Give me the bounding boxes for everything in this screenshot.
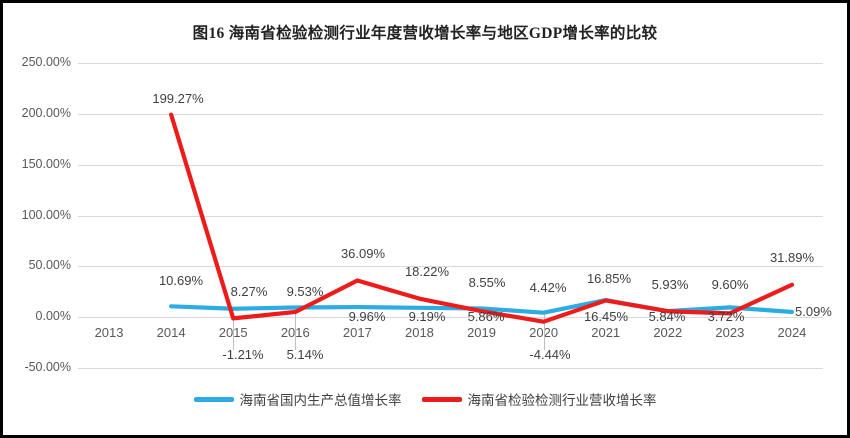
x-axis-tick-label: 2016 xyxy=(265,325,325,340)
data-point-label: 4.42% xyxy=(529,280,567,295)
legend-label: 海南省国内生产总值增长率 xyxy=(239,393,402,408)
legend-item[interactable]: 海南省国内生产总值增长率 xyxy=(193,389,402,409)
legend-label: 海南省检验检测行业营收增长率 xyxy=(467,393,657,408)
x-axis-labels: 2013 2014 20152016 2017 2018 2019 2020 2021 2022… xyxy=(78,314,823,354)
data-point-label: 16.85% xyxy=(586,271,632,286)
data-point-label: 5.14% xyxy=(286,347,324,362)
chart-legend: 海南省国内生产总值增长率 海南省检验检测行业营收增长率 xyxy=(3,389,847,409)
data-point-label: 8.27% xyxy=(230,284,268,299)
data-point-label: 9.60% xyxy=(711,277,749,292)
plot-area xyxy=(78,63,823,369)
data-point-label: 10.69% xyxy=(158,273,204,288)
series-lines xyxy=(169,112,795,324)
y-axis-tick-label: 0.00% xyxy=(35,309,71,324)
x-axis-tick-label: 2021 xyxy=(591,325,621,340)
x-axis-tick-label: 2019 xyxy=(467,325,496,340)
data-point-label: 16.45% xyxy=(583,309,629,324)
x-axis-tick-label: 2024 xyxy=(777,325,807,340)
legend-item[interactable]: 海南省检验检测行业营收增长率 xyxy=(421,389,657,409)
legend-color-swatch xyxy=(421,396,462,402)
x-axis-tick-mark xyxy=(233,314,235,350)
gridline xyxy=(78,113,823,115)
gridline xyxy=(78,164,823,166)
x-axis-tick-label: 2014 xyxy=(156,325,186,340)
data-point-label: 9.19% xyxy=(408,309,446,324)
data-point-label: 5.93% xyxy=(651,277,689,292)
data-point-label: 5.84% xyxy=(648,309,686,324)
x-axis-tick-label: 2018 xyxy=(404,325,434,340)
data-point-label: 3.72% xyxy=(707,309,745,324)
data-point-label: 31.89% xyxy=(769,250,815,265)
data-point-label: -4.44% xyxy=(529,347,571,362)
gridline xyxy=(78,63,823,64)
gridline xyxy=(78,368,823,369)
x-axis-tick-label: 2020 xyxy=(514,325,574,340)
data-point-label: 36.09% xyxy=(340,246,386,261)
data-point-label: 5.09% xyxy=(795,304,832,319)
chart-canvas: 图16 海南省检验检测行业年度营收增长率与地区GDP增长率的比较 250.00%… xyxy=(3,3,847,435)
y-axis-tick-label: 250.00% xyxy=(21,55,71,69)
chart-title: 图16 海南省检验检测行业年度营收增长率与地区GDP增长率的比较 xyxy=(192,25,658,42)
data-point-label: -1.21% xyxy=(222,347,264,362)
data-point-label: 199.27% xyxy=(152,91,204,106)
y-axis-tick-label: 200.00% xyxy=(21,105,71,120)
legend-color-swatch xyxy=(193,396,234,402)
y-axis-tick-label: 150.00% xyxy=(21,156,71,171)
data-point-label: 9.96% xyxy=(348,309,386,324)
x-axis-tick-label: 2015 xyxy=(203,325,263,340)
x-axis-tick-label: 2023 xyxy=(715,325,745,340)
series-line xyxy=(169,112,795,324)
y-axis-tick-label: 100.00% xyxy=(21,207,71,222)
x-axis-tick-mark xyxy=(543,314,545,350)
y-axis-tick-label: 50.00% xyxy=(28,258,71,273)
gridline xyxy=(78,266,823,268)
x-axis-tick-label: 2017 xyxy=(342,325,372,340)
gridline xyxy=(78,215,823,217)
data-point-label: 5.86% xyxy=(467,309,505,324)
x-axis-tick-mark xyxy=(295,314,297,350)
y-axis-labels: 250.00% 200.00% 150.00% 100.00% 50.00% 0.00% -… xyxy=(3,55,71,374)
y-axis-tick-label: -50.00% xyxy=(24,360,71,374)
x-axis-tick-label: 2013 xyxy=(94,325,124,340)
x-axis-tick-label: 2022 xyxy=(653,325,683,340)
gridline xyxy=(78,317,823,319)
data-point-label: 9.53% xyxy=(286,284,324,299)
data-point-label: 18.22% xyxy=(404,264,450,279)
data-point-label: 8.55% xyxy=(468,275,506,290)
